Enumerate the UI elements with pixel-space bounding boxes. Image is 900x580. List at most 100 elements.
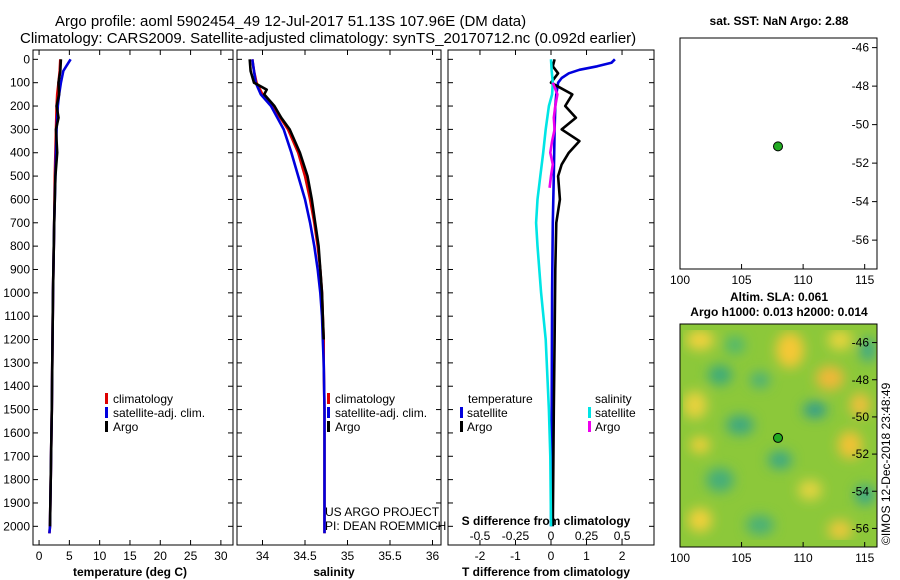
sla_map-xtick-label: 110 bbox=[794, 551, 813, 565]
salinity-xtick-label: 34.5 bbox=[293, 549, 317, 563]
temperature-xtick-label: 0 bbox=[36, 549, 43, 563]
sst_map-float-position-marker bbox=[773, 141, 784, 152]
depth-tick-label: 0 bbox=[23, 52, 30, 66]
depth-tick-label: 1700 bbox=[3, 449, 30, 463]
sst_map-xtick-label: 105 bbox=[732, 273, 752, 287]
sla_map-float-position-marker bbox=[773, 432, 784, 443]
legend-swatch-argo bbox=[327, 421, 330, 432]
sla_map-ytick-label: -48 bbox=[852, 373, 870, 387]
salinity-axis-label: salinity bbox=[313, 565, 355, 579]
sla_map-xtick-label: 115 bbox=[855, 551, 874, 565]
sst_map-ytick-label: -52 bbox=[852, 156, 870, 170]
depth-tick-label: 1200 bbox=[3, 333, 30, 347]
difference-xtick-label: 1 bbox=[583, 549, 590, 563]
legend-label-satellite: satellite-adj. clim. bbox=[335, 406, 427, 420]
legend-swatch-t-argo bbox=[460, 421, 463, 432]
legend-swatch-climatology bbox=[105, 393, 108, 404]
sla_map-xtick-label: 105 bbox=[732, 551, 752, 565]
difference-xtick-label: 2 bbox=[619, 549, 626, 563]
temperature-axis-label: temperature (deg C) bbox=[73, 565, 187, 579]
difference-legend: temperature satellite Argo salinity sate… bbox=[460, 392, 636, 434]
legend-title-temperature: temperature bbox=[468, 392, 533, 406]
imos-watermark: ©IMOS 12-Dec-2018 23:48:49 bbox=[879, 382, 893, 545]
temperature-xtick-label: 20 bbox=[154, 549, 168, 563]
salinity-series-climatology bbox=[251, 59, 326, 534]
credit-pi: PI: DEAN ROEMMICH bbox=[325, 519, 446, 533]
difference-series-s-argo bbox=[548, 82, 559, 188]
sst_map-ytick-label: -48 bbox=[852, 79, 870, 93]
legend-label-climatology: climatology bbox=[335, 392, 395, 406]
depth-tick-label: 400 bbox=[10, 146, 30, 160]
depth-tick-label: 1000 bbox=[3, 286, 30, 300]
temperature-xtick-label: 5 bbox=[66, 549, 73, 563]
depth-tick-label: 1400 bbox=[3, 379, 30, 393]
sla_map-ytick-label: -56 bbox=[852, 521, 870, 535]
temperature-legend: climatology satellite-adj. clim. Argo bbox=[105, 392, 205, 434]
header-line-1: Argo profile: aoml 5902454_49 12-Jul-201… bbox=[55, 13, 526, 30]
depth-tick-label: 1900 bbox=[3, 496, 30, 510]
chart-marks: 0 5 10 15 20 25 300100200300400500600700800900… bbox=[3, 41, 877, 565]
sst_map-ytick-label: -56 bbox=[852, 233, 870, 247]
salinity-xtick-label: 34 bbox=[256, 549, 270, 563]
sst-map-title: sat. SST: NaN Argo: 2.88 bbox=[710, 14, 849, 28]
legend-swatch-satellite bbox=[105, 407, 108, 418]
difference-s-xtick-label: 0.5 bbox=[614, 529, 631, 543]
difference-s-xtick-label: 0 bbox=[548, 529, 555, 543]
difference-xtick-label: -2 bbox=[475, 549, 486, 563]
depth-tick-label: 600 bbox=[10, 192, 30, 206]
legend-swatch-s-argo bbox=[588, 421, 591, 432]
temperature-xtick-label: 10 bbox=[93, 549, 107, 563]
salinity-legend: climatology satellite-adj. clim. Argo bbox=[327, 392, 427, 434]
legend-label-t-argo: Argo bbox=[467, 420, 493, 434]
depth-tick-label: 1600 bbox=[3, 426, 30, 440]
salinity-xtick-label: 35.5 bbox=[378, 549, 402, 563]
sla_map-ytick-label: -52 bbox=[852, 447, 870, 461]
depth-tick-label: 500 bbox=[10, 169, 30, 183]
legend-label-t-satellite: satellite bbox=[467, 406, 508, 420]
sst_map-xtick-label: 115 bbox=[855, 273, 874, 287]
sla-heatmap bbox=[680, 324, 877, 547]
legend-label-argo: Argo bbox=[113, 420, 139, 434]
t-difference-axis-label: T difference from climatology bbox=[462, 565, 630, 579]
legend-label-argo: Argo bbox=[335, 420, 361, 434]
sla_map-ytick-label: -46 bbox=[852, 336, 870, 350]
depth-tick-label: 900 bbox=[10, 262, 30, 276]
legend-swatch-t-satellite bbox=[460, 407, 463, 418]
difference-series-s-satellite bbox=[534, 59, 555, 527]
s-difference-axis-label: S difference from climatology bbox=[462, 514, 631, 528]
temperature-xtick-label: 25 bbox=[184, 549, 198, 563]
sst-map-frame bbox=[679, 37, 878, 270]
depth-tick-label: 1100 bbox=[4, 309, 30, 323]
temperature-plot-frame bbox=[32, 49, 234, 546]
sst_map-ytick-label: -54 bbox=[852, 195, 870, 209]
credit-project: US ARGO PROJECT bbox=[325, 505, 440, 519]
temperature-xtick-label: 30 bbox=[214, 549, 228, 563]
header-line-2: Climatology: CARS2009. Satellite-adjuste… bbox=[20, 30, 636, 47]
legend-label-climatology: climatology bbox=[113, 392, 173, 406]
depth-tick-label: 200 bbox=[10, 99, 30, 113]
depth-tick-label: 700 bbox=[10, 216, 30, 230]
sla-map-subtitle: Argo h1000: 0.013 h2000: 0.014 bbox=[690, 305, 868, 319]
depth-tick-label: 100 bbox=[10, 76, 30, 90]
sla_map-xtick-label: 100 bbox=[670, 551, 690, 565]
sst_map-xtick-label: 110 bbox=[794, 273, 813, 287]
depth-tick-label: 1500 bbox=[3, 403, 30, 417]
sla-map-frame bbox=[679, 323, 878, 548]
salinity-plot-frame bbox=[236, 49, 442, 546]
legend-label-s-satellite: satellite bbox=[595, 406, 636, 420]
sla-map-title: Altim. SLA: 0.061 bbox=[730, 290, 828, 304]
legend-swatch-argo bbox=[105, 421, 108, 432]
sst_map-ytick-label: -46 bbox=[852, 41, 870, 55]
salinity-xtick-label: 36 bbox=[426, 549, 440, 563]
difference-xtick-label: 0 bbox=[548, 549, 555, 563]
difference-xtick-label: -1 bbox=[510, 549, 521, 563]
legend-swatch-climatology bbox=[327, 393, 330, 404]
depth-tick-label: 800 bbox=[10, 239, 30, 253]
sla_map-ytick-label: -50 bbox=[852, 410, 870, 424]
depth-tick-label: 2000 bbox=[3, 519, 30, 533]
legend-swatch-s-satellite bbox=[588, 407, 591, 418]
salinity-series-satellite-adj-clim- bbox=[251, 59, 326, 534]
depth-tick-label: 300 bbox=[10, 122, 30, 136]
sst_map-ytick-label: -50 bbox=[852, 118, 870, 132]
